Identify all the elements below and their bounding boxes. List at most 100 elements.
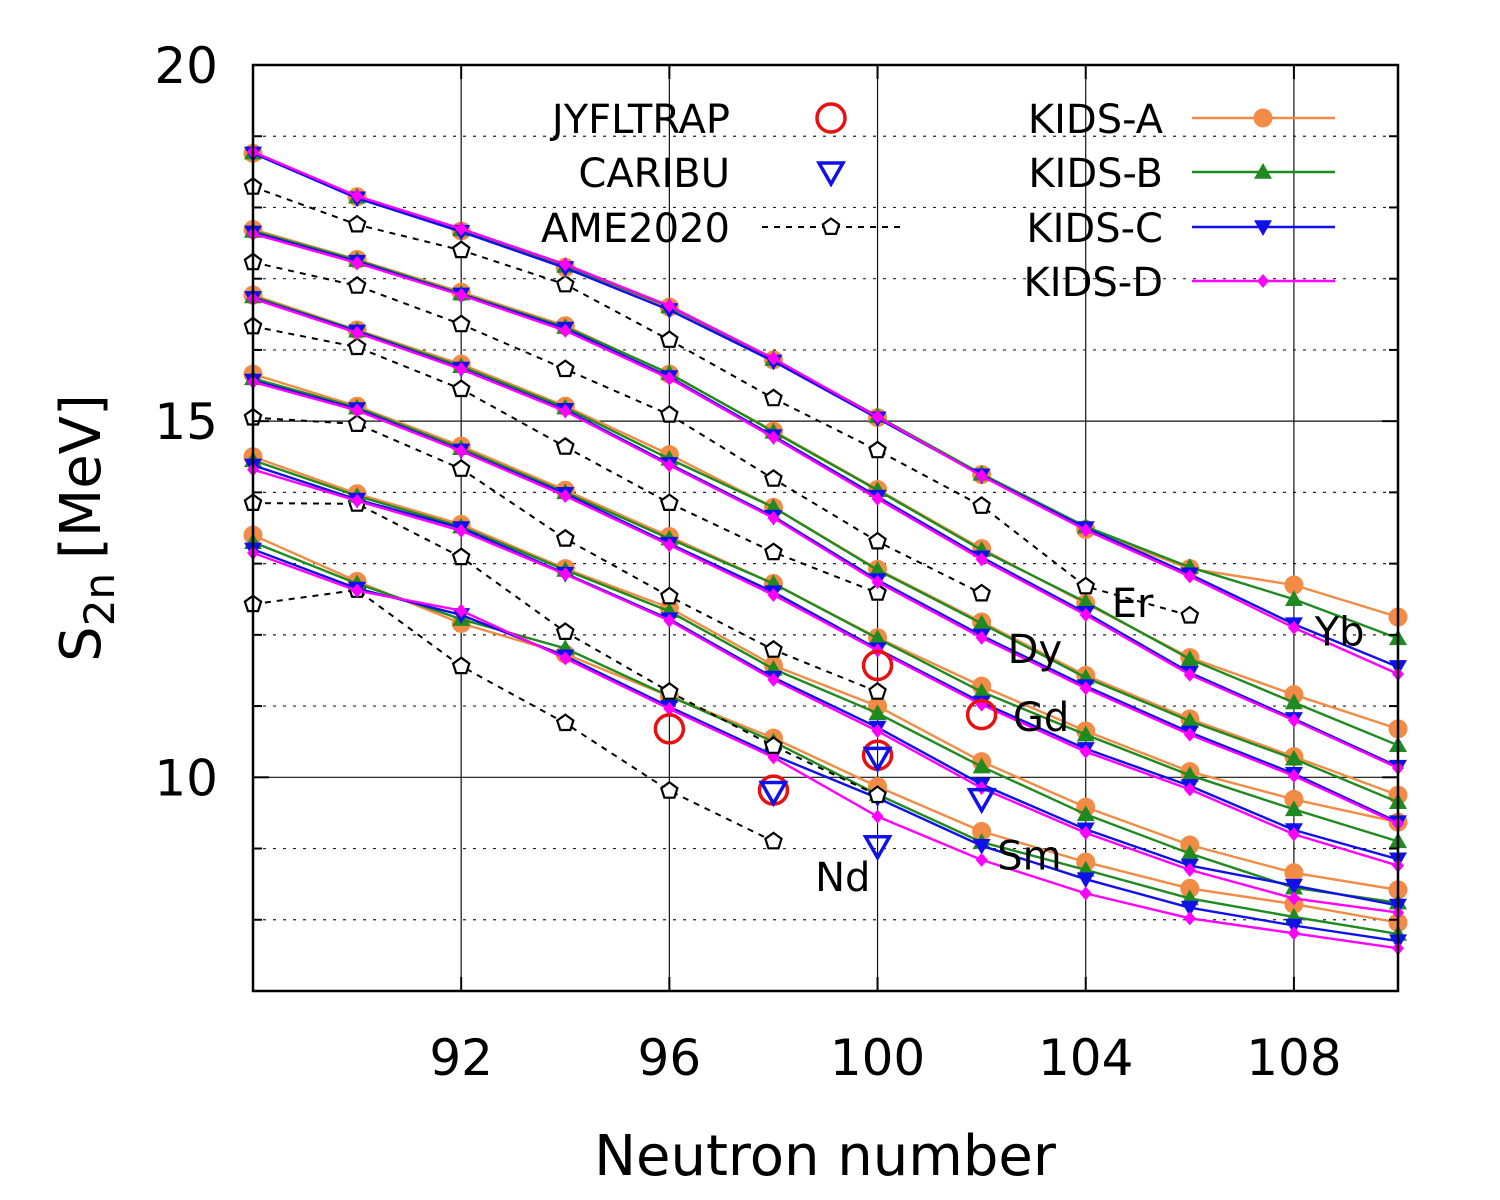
caribu-point — [966, 787, 997, 815]
point-kids-d — [663, 701, 676, 716]
isotope-sm — [243, 447, 1408, 920]
point-kids-d — [975, 852, 988, 867]
point-kids-d — [663, 538, 676, 553]
point-kids-b — [1180, 844, 1199, 861]
point-ame2020 — [660, 780, 679, 799]
point-kids-a — [1180, 878, 1200, 898]
point-ame2020 — [764, 469, 783, 487]
point-ame2020 — [764, 736, 783, 754]
isotope-gd — [243, 364, 1408, 873]
point-kids-d — [455, 523, 468, 538]
point-ame2020 — [764, 831, 783, 850]
y-tick-label: 15 — [154, 393, 218, 451]
isotope-label: Er — [1112, 581, 1154, 627]
point-kids-d — [1287, 827, 1300, 842]
point-ame2020 — [451, 314, 471, 333]
series-line-kids-c — [252, 548, 1399, 943]
caribu-point — [862, 834, 893, 862]
point-ame2020 — [555, 622, 575, 641]
point-kids-d — [1287, 713, 1300, 728]
point-ame2020 — [764, 542, 783, 561]
point-kids-b — [868, 561, 887, 577]
point-ame2020 — [660, 404, 679, 423]
point-kids-d — [1183, 862, 1196, 877]
jyfltrap-point — [861, 649, 894, 682]
point-ame2020 — [451, 656, 471, 675]
point-ame2020 — [555, 359, 575, 378]
legend-marker-caribu — [815, 161, 847, 188]
legend-label-jyfltrap: JYFLTRAP — [549, 97, 730, 143]
point-kids-d — [351, 256, 364, 271]
point-ame2020 — [451, 379, 471, 398]
point-kids-b — [1284, 800, 1303, 817]
point-ame2020 — [868, 785, 887, 804]
legend-marker-kids-a — [1253, 108, 1273, 128]
jyfltrap-point — [757, 774, 790, 806]
point-kids-c — [1076, 872, 1095, 889]
point-kids-b — [1180, 650, 1199, 666]
point-kids-d — [871, 409, 884, 424]
point-ame2020 — [660, 681, 679, 700]
legend-label-kids-a: KIDS-A — [1028, 97, 1164, 143]
point-kids-d — [1287, 926, 1300, 941]
point-ame2020 — [555, 713, 575, 732]
point-kids-d — [663, 371, 676, 386]
point-kids-b — [1284, 693, 1303, 710]
series-line-kids-b — [252, 459, 1399, 904]
point-kids-d — [455, 288, 468, 303]
point-kids-c — [972, 838, 991, 855]
point-ame2020 — [660, 586, 679, 605]
point-kids-d — [559, 651, 572, 666]
point-kids-d — [455, 603, 468, 618]
isotope-label: Dy — [1008, 627, 1062, 673]
point-kids-d — [663, 613, 676, 628]
point-kids-d — [871, 575, 884, 590]
isotope-dy — [243, 285, 1408, 832]
point-kids-d — [975, 552, 988, 567]
point-kids-d — [351, 325, 364, 340]
caribu-point — [862, 746, 893, 773]
point-ame2020 — [764, 639, 783, 658]
series-line-kids-a — [252, 534, 1399, 924]
point-ame2020 — [1180, 605, 1200, 624]
point-kids-b — [1076, 725, 1095, 742]
point-kids-d — [767, 430, 780, 445]
y-axis-subscript: 2n — [75, 573, 124, 626]
point-ame2020 — [555, 274, 575, 293]
series-line-ame2020 — [252, 185, 1191, 617]
series-line-kids-b — [252, 377, 1399, 843]
point-kids-d — [351, 493, 364, 508]
point-kids-d — [559, 323, 572, 338]
point-kids-d — [1183, 569, 1196, 584]
grid — [253, 64, 1398, 991]
point-kids-d — [1079, 744, 1092, 759]
series-line-kids-a — [252, 293, 1399, 797]
point-kids-d — [559, 567, 572, 582]
point-ame2020 — [451, 240, 471, 259]
point-ame2020 — [868, 531, 887, 550]
point-kids-a — [1284, 789, 1304, 809]
isotope-label: Gd — [1013, 695, 1069, 741]
series-line-kids-d — [252, 297, 1399, 825]
point-kids-d — [559, 488, 572, 503]
point-ame2020 — [868, 440, 887, 459]
point-kids-d — [1183, 782, 1196, 797]
series-layer — [243, 143, 1408, 956]
point-kids-b — [1076, 593, 1095, 609]
point-kids-b — [1180, 712, 1199, 728]
isotope-yb — [243, 143, 1408, 682]
point-kids-d — [767, 351, 780, 366]
point-kids-d — [1287, 768, 1300, 783]
series-line-kids-c — [252, 296, 1399, 824]
legend: JYFLTRAP CARIBU AME2020 KIDS-A KIDS-B KI… — [541, 97, 1335, 306]
isotope-labels: Nd Sm Gd Dy Er Yb — [815, 581, 1364, 901]
jyfltrap-point — [965, 698, 998, 731]
point-kids-d — [1287, 620, 1300, 635]
legend-label-kids-c: KIDS-C — [1026, 206, 1163, 252]
isotope-er — [243, 220, 1408, 776]
isotope-label: Nd — [815, 855, 870, 901]
point-kids-d — [455, 221, 468, 236]
x-axis-title: Neutron number — [594, 1124, 1057, 1189]
point-kids-d — [1079, 607, 1092, 622]
point-kids-d — [1183, 911, 1196, 926]
